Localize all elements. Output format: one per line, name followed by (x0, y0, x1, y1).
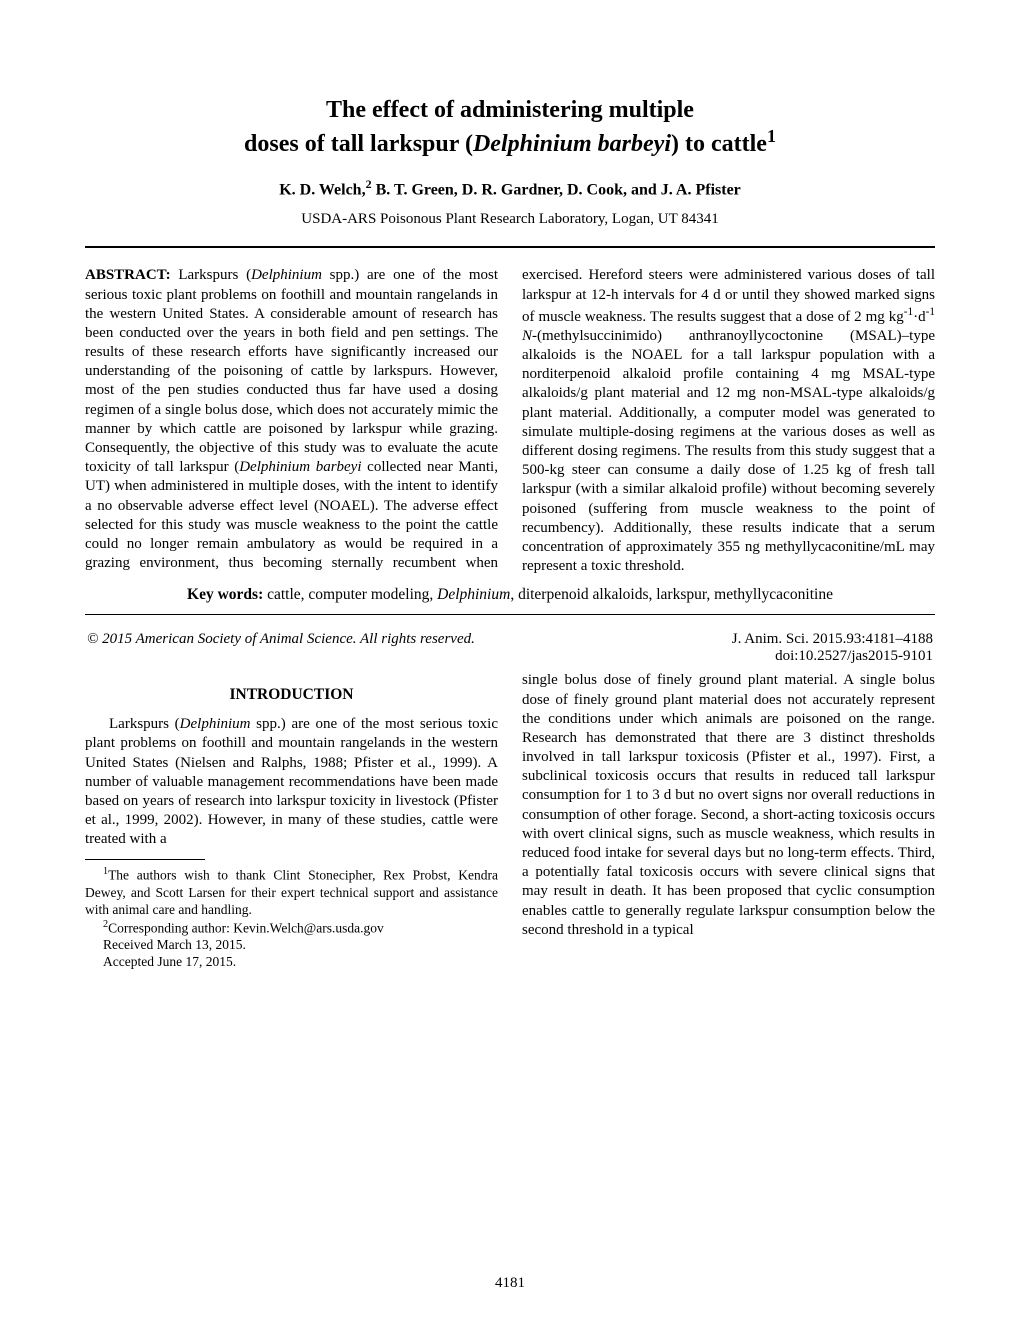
abstract-species: Delphinium barbeyi (239, 459, 361, 475)
intro-p1-pre: Larkspurs ( (109, 716, 180, 732)
intro-genus: Delphinium (180, 716, 251, 732)
title-line-1: The effect of administering multiple (326, 97, 694, 123)
copyright: © 2015 American Society of Animal Scienc… (87, 631, 475, 647)
affiliation: USDA-ARS Poisonous Plant Research Labora… (85, 211, 935, 228)
keywords-pre: cattle, computer modeling, (263, 586, 437, 603)
article-title: The effect of administering multiple dos… (85, 95, 935, 159)
abstract-pre: Larkspurs ( (171, 267, 252, 283)
intro-left-column: INTRODUCTION Larkspurs (Delphinium spp.)… (85, 685, 498, 970)
abstract-label: ABSTRACT: (85, 267, 171, 283)
journal-doi-block: J. Anim. Sci. 2015.93:4181–4188 doi:10.2… (732, 631, 933, 665)
title-footnote-marker: 1 (767, 126, 776, 146)
page: The effect of administering multiple dos… (0, 0, 1020, 1320)
title-line-2-pre: doses of tall larkspur ( (244, 131, 473, 157)
abstract-n-ital: N (522, 328, 532, 344)
divider-bottom (85, 614, 935, 615)
authors-post: B. T. Green, D. R. Gardner, D. Cook, and… (372, 181, 741, 198)
abstract-end: -(methylsuccinimido) anthranoyllycoctoni… (522, 328, 935, 574)
footnote-2-text: Corresponding author: Kevin.Welch@ars.us… (108, 920, 384, 935)
intro-paragraph-1: Larkspurs (Delphinium spp.) are one of t… (85, 715, 498, 849)
keywords-label: Key words: (187, 586, 263, 603)
divider-top (85, 246, 935, 248)
footnote-2: 2Corresponding author: Kevin.Welch@ars.u… (85, 919, 498, 937)
abstract: ABSTRACT: Larkspurs (Delphinium spp.) ar… (85, 266, 935, 576)
journal-citation: J. Anim. Sci. 2015.93:4181–4188 (732, 631, 933, 647)
intro-p1-post: spp.) are one of the most serious toxic … (85, 716, 498, 847)
footnote-4: Accepted June 17, 2015. (85, 954, 498, 971)
abstract-genus-1: Delphinium (251, 267, 322, 283)
keywords-post: , diterpenoid alkaloids, larkspur, methy… (510, 586, 833, 603)
page-number: 4181 (0, 1275, 1020, 1292)
abstract-sup2: -1 (926, 306, 935, 318)
abstract-sup1: -1 (904, 306, 913, 318)
authors: K. D. Welch,2 B. T. Green, D. R. Gardner… (85, 177, 935, 199)
keywords: Key words: cattle, computer modeling, De… (89, 586, 931, 604)
abstract-mid3: ·d (913, 309, 926, 325)
abstract-mid: spp.) are one of the most serious toxic … (85, 267, 498, 475)
title-species: Delphinium barbeyi (473, 131, 671, 157)
keywords-genus: Delphinium (437, 586, 510, 603)
footnote-divider (85, 859, 205, 860)
footnotes: 1The authors wish to thank Clint Stoneci… (85, 866, 498, 970)
footnote-3: Received March 13, 2015. (85, 937, 498, 954)
authors-pre: K. D. Welch, (279, 181, 365, 198)
intro-right-column: single bolus dose of finely ground plant… (522, 671, 935, 940)
introduction-heading: INTRODUCTION (85, 685, 498, 705)
title-line-2-post: ) to cattle (671, 131, 767, 157)
introduction-section: INTRODUCTION Larkspurs (Delphinium spp.)… (85, 671, 935, 970)
footnote-1-text: The authors wish to thank Clint Stonecip… (85, 868, 498, 917)
footnote-1: 1The authors wish to thank Clint Stoneci… (85, 866, 498, 918)
publication-meta: J. Anim. Sci. 2015.93:4181–4188 doi:10.2… (87, 631, 933, 665)
doi: doi:10.2527/jas2015-9101 (775, 648, 933, 664)
